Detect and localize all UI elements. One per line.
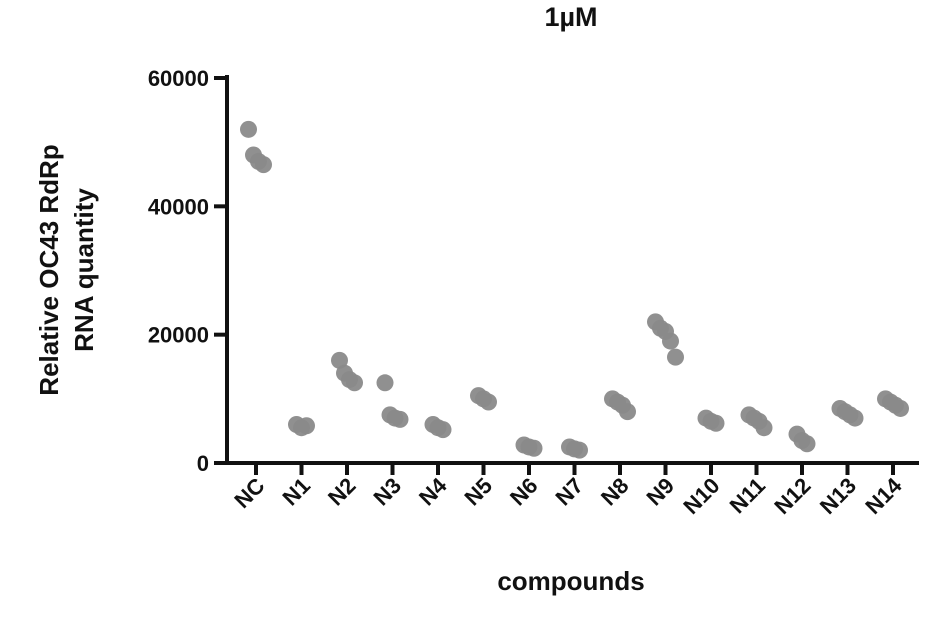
data-point <box>392 411 409 428</box>
y-tick-label: 40000 <box>148 194 209 219</box>
y-axis-label-line-2: RNA quantity <box>69 188 99 352</box>
x-tick-label: N9 <box>641 473 679 511</box>
data-point <box>480 394 497 411</box>
data-point <box>526 440 543 457</box>
x-tick-label: NC <box>229 473 269 513</box>
data-point <box>619 403 636 420</box>
chart-title: 1µM <box>544 2 597 32</box>
x-tick-label: N12 <box>769 473 815 519</box>
x-axis-label: compounds <box>497 566 644 596</box>
x-tick-label: N6 <box>505 473 543 511</box>
data-point <box>708 415 725 432</box>
x-tick-label: N8 <box>596 473 634 511</box>
y-axis-label-line-1: Relative OC43 RdRp <box>34 144 64 395</box>
data-point <box>756 419 773 436</box>
data-point <box>799 435 816 452</box>
y-tick-label: 60000 <box>148 66 209 91</box>
x-tick-label: N11 <box>725 473 770 518</box>
y-tick-label: 20000 <box>148 323 209 348</box>
data-point <box>847 410 864 427</box>
x-tick-label: N3 <box>368 473 406 511</box>
data-point <box>571 442 588 459</box>
x-tick-label: N1 <box>277 473 315 511</box>
data-point <box>377 374 394 391</box>
y-tick-label: 0 <box>197 451 209 476</box>
x-axis-ticks: NCN1N2N3N4N5N6N7N8N9N10N11N12N13N14 <box>229 463 907 519</box>
x-tick-label: N5 <box>459 473 497 511</box>
x-tick-label: N7 <box>550 473 588 511</box>
data-point <box>435 421 452 438</box>
x-tick-label: N10 <box>678 473 724 519</box>
data-points <box>240 121 909 459</box>
data-point <box>892 400 909 417</box>
x-tick-label: N14 <box>860 472 907 519</box>
data-point <box>667 349 684 366</box>
x-tick-label: N13 <box>815 473 861 519</box>
x-tick-label: N4 <box>414 472 452 510</box>
data-point <box>255 156 272 173</box>
data-point <box>298 417 315 434</box>
y-axis-label: Relative OC43 RdRp RNA quantity <box>34 144 99 395</box>
data-point <box>346 374 363 391</box>
data-point <box>662 333 679 350</box>
y-axis-ticks: 0 20000 40000 60000 <box>148 66 227 476</box>
x-tick-label: N2 <box>323 473 361 511</box>
data-point <box>240 121 257 138</box>
